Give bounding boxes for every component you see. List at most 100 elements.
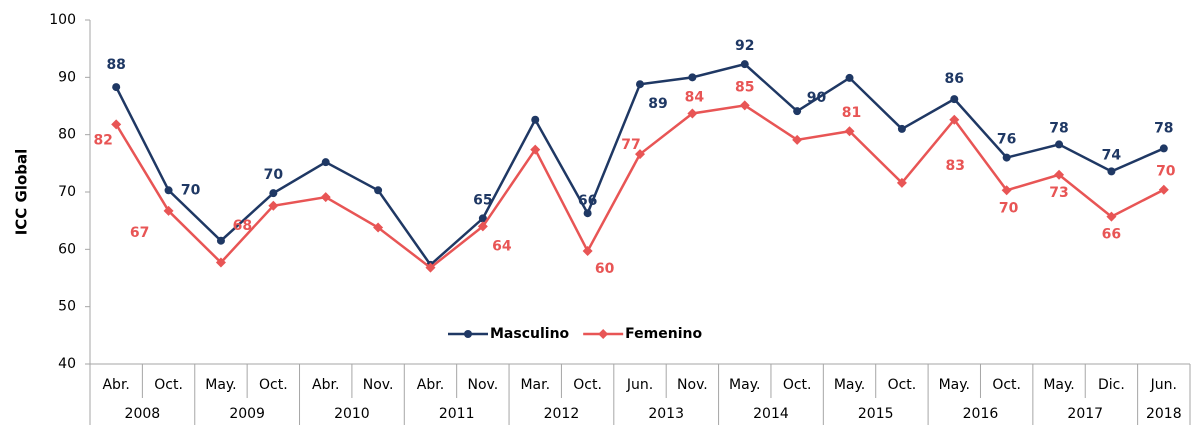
point xyxy=(582,246,593,257)
x-tick-label: Oct. xyxy=(573,377,602,393)
data-label: 85 xyxy=(735,79,754,95)
point xyxy=(268,200,279,211)
data-label: 70 xyxy=(1156,164,1176,180)
point xyxy=(425,262,436,273)
x-tick-label: Jun. xyxy=(1150,377,1177,393)
point xyxy=(1002,153,1011,162)
point xyxy=(688,73,697,82)
data-label: 84 xyxy=(685,89,705,105)
y-tick-label: 100 xyxy=(49,12,76,28)
point xyxy=(950,95,959,104)
data-label: 66 xyxy=(578,193,597,209)
year-label: 2012 xyxy=(544,406,580,422)
legend-marker xyxy=(464,330,472,338)
data-label: 66 xyxy=(1102,227,1121,243)
data-label: 65 xyxy=(473,192,492,208)
y-tick-label: 40 xyxy=(58,356,76,372)
x-tick-label: Nov. xyxy=(468,377,499,393)
legend-label: Femenino xyxy=(625,326,702,342)
data-label: 70 xyxy=(264,167,284,183)
data-label: 92 xyxy=(735,38,754,54)
y-tick-label: 80 xyxy=(58,127,76,143)
y-tick-label: 60 xyxy=(58,241,76,257)
point xyxy=(949,114,960,125)
point xyxy=(583,209,592,218)
data-label: 67 xyxy=(130,225,149,241)
point xyxy=(111,119,122,130)
data-label: 74 xyxy=(1102,147,1122,163)
point xyxy=(1106,211,1117,222)
point xyxy=(269,189,278,198)
point xyxy=(530,144,541,155)
x-tick-label: Abr. xyxy=(312,377,339,393)
point xyxy=(739,100,750,111)
point xyxy=(531,115,540,124)
year-label: 2009 xyxy=(229,406,265,422)
point xyxy=(896,177,907,188)
data-label: 82 xyxy=(93,132,112,148)
point xyxy=(793,107,802,116)
point xyxy=(1158,184,1169,195)
year-label: 2018 xyxy=(1146,406,1182,422)
point xyxy=(112,83,121,92)
data-label: 68 xyxy=(233,218,252,234)
point xyxy=(635,149,645,160)
x-tick-label: Jun. xyxy=(626,377,653,393)
point xyxy=(216,236,225,245)
year-label: 2010 xyxy=(334,406,370,422)
data-label: 90 xyxy=(807,90,827,106)
point xyxy=(373,222,384,233)
x-tick-label: Oct. xyxy=(888,377,917,393)
x-tick-label: Dic. xyxy=(1098,377,1125,393)
data-label: 77 xyxy=(621,137,640,153)
x-tick-label: Nov. xyxy=(677,377,708,393)
point xyxy=(687,108,698,119)
point xyxy=(845,73,854,82)
data-label: 86 xyxy=(945,71,964,87)
year-label: 2008 xyxy=(125,406,161,422)
year-label: 2013 xyxy=(648,406,684,422)
point xyxy=(478,214,487,223)
point xyxy=(844,126,855,137)
point xyxy=(1054,169,1065,180)
x-tick-label: Oct. xyxy=(992,377,1021,393)
x-tick-label: May. xyxy=(939,377,970,393)
x-tick-label: May. xyxy=(1043,377,1074,393)
y-axis-title: ICC Global xyxy=(13,149,31,236)
legend-marker xyxy=(598,329,609,339)
point xyxy=(636,80,644,89)
year-label: 2014 xyxy=(753,406,789,422)
point xyxy=(1107,167,1116,176)
point xyxy=(792,134,803,145)
x-tick-label: Oct. xyxy=(259,377,288,393)
point xyxy=(164,186,173,195)
point xyxy=(477,221,488,232)
point xyxy=(1055,140,1064,149)
data-label: 64 xyxy=(492,238,512,254)
data-label: 73 xyxy=(1049,185,1068,201)
year-label: 2011 xyxy=(439,406,475,422)
x-tick-label: Nov. xyxy=(363,377,394,393)
x-tick-label: Mar. xyxy=(520,377,550,393)
y-tick-label: 50 xyxy=(58,299,76,315)
point xyxy=(897,124,906,133)
point xyxy=(320,192,331,203)
data-label: 70 xyxy=(181,182,201,198)
point xyxy=(163,205,174,216)
data-label: 83 xyxy=(946,158,965,174)
data-label: 78 xyxy=(1049,120,1068,136)
x-tick-label: May. xyxy=(834,377,865,393)
point xyxy=(321,158,330,167)
x-tick-label: Abr. xyxy=(102,377,129,393)
point xyxy=(740,60,749,69)
data-label: 89 xyxy=(648,96,667,112)
data-label: 76 xyxy=(997,132,1016,148)
data-label: 78 xyxy=(1154,120,1173,136)
point xyxy=(1001,185,1012,196)
point xyxy=(215,257,226,268)
data-label: 88 xyxy=(106,57,125,73)
year-label: 2017 xyxy=(1067,406,1103,422)
x-tick-label: Oct. xyxy=(783,377,812,393)
point xyxy=(374,186,383,195)
